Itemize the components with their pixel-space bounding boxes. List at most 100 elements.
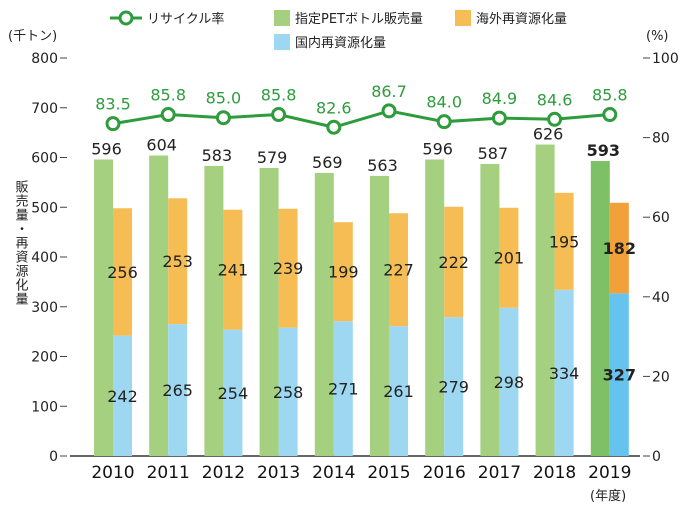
rate-label: 85.0	[206, 89, 242, 108]
rate-label: 82.6	[316, 98, 352, 117]
bar-domestic	[554, 289, 574, 456]
rate-label: 86.7	[371, 82, 407, 101]
value-label-overseas: 199	[328, 263, 359, 282]
value-label-domestic: 265	[162, 381, 193, 400]
bar-sales	[425, 159, 445, 457]
category-label: 2010	[91, 463, 134, 483]
value-label-sales: 604	[146, 136, 177, 155]
bar-overseas	[278, 208, 298, 328]
rate-point	[602, 107, 618, 123]
category-label: 2016	[423, 463, 466, 483]
value-label-domestic: 271	[328, 380, 359, 399]
legend: リサイクル率 指定PETボトル販売量 海外再資源化量 国内再資源化量	[110, 10, 567, 51]
category-label: 2012	[202, 463, 245, 483]
left-axis-unit: (千トン)	[8, 29, 57, 44]
year-unit-label: (年度)	[590, 488, 626, 504]
left-tick-label: 300	[31, 300, 58, 316]
legend-item-domestic-recycling: 国内再資源化量	[274, 34, 386, 51]
bar-overseas	[554, 192, 574, 290]
legend-label-domestic-recycling: 国内再資源化量	[295, 35, 386, 51]
bar-sales	[204, 165, 224, 456]
rate-label: 85.8	[261, 86, 297, 105]
value-label-overseas: 253	[162, 252, 193, 271]
bar-sales	[370, 175, 389, 456]
bar-domestic	[333, 321, 353, 456]
left-tick-label: 700	[31, 101, 58, 117]
right-tick-label: 60	[652, 210, 670, 226]
right-tick-label: 100	[652, 51, 679, 67]
right-axis-unit: (%)	[646, 29, 669, 44]
bar-domestic	[113, 335, 132, 456]
value-label-overseas: 201	[494, 249, 525, 268]
rate-point	[436, 114, 452, 130]
right-tick-label: 20	[652, 369, 670, 385]
rate-point	[271, 107, 287, 123]
legend-label-pet-sales: 指定PETボトル販売量	[295, 11, 423, 27]
rate-label: 84.9	[482, 89, 518, 108]
bar-overseas	[113, 208, 132, 336]
rate-point	[381, 103, 397, 119]
legend-item-overseas-recycling: 海外再資源化量	[455, 10, 567, 27]
category-label: 2014	[312, 463, 355, 483]
bar-sales	[480, 163, 500, 456]
left-tick-label: 500	[31, 200, 58, 216]
value-label-domestic: 242	[107, 387, 138, 406]
value-label-overseas: 227	[383, 261, 414, 280]
bar-domestic	[499, 307, 519, 456]
rate-label: 84.6	[537, 90, 573, 109]
left-axis-label: 販売量・再資源化量	[13, 180, 29, 306]
value-label-overseas: 256	[107, 263, 138, 282]
rate-label: 85.8	[150, 86, 186, 105]
bar-overseas	[168, 198, 188, 325]
bar-sales	[535, 144, 555, 456]
value-label-sales: 583	[202, 146, 233, 165]
bar-domestic	[389, 326, 408, 456]
category-label: 2018	[533, 463, 576, 483]
left-tick-label: 800	[31, 51, 58, 67]
value-label-sales: 569	[312, 153, 343, 172]
bars	[94, 144, 629, 457]
value-label-overseas: 195	[549, 232, 580, 251]
bar-overseas	[444, 206, 464, 318]
value-label-domestic: 258	[273, 383, 304, 402]
legend-label-recycle-rate: リサイクル率	[147, 11, 224, 27]
bar-sales	[590, 160, 610, 457]
bar-overseas	[333, 222, 353, 322]
value-label-sales: 626	[533, 125, 564, 144]
rate-point	[326, 119, 342, 135]
value-label-sales: 579	[257, 148, 288, 167]
legend-item-pet-sales: 指定PETボトル販売量	[274, 10, 423, 27]
value-label-domestic: 279	[438, 378, 469, 397]
right-tick-label: 40	[652, 290, 670, 306]
left-tick-label: 0	[49, 449, 58, 465]
value-label-sales: 587	[478, 144, 509, 163]
left-tick-label: 100	[31, 399, 58, 415]
value-label-sales: 596	[422, 139, 453, 158]
category-label: 2019	[588, 463, 631, 483]
bar-domestic	[278, 327, 298, 456]
bar-overseas	[609, 202, 629, 294]
bar-domestic	[444, 317, 464, 456]
value-label-overseas: 241	[218, 261, 249, 280]
left-tick-label: 600	[31, 151, 58, 167]
bar-domestic	[609, 293, 629, 456]
bar-domestic	[168, 324, 188, 456]
axis-ticks: 0 100 200 300 400 500 600 700 800 0 20 40 60 80 100 201…	[31, 51, 678, 483]
bar-overseas	[499, 207, 519, 308]
bar-overseas	[223, 209, 243, 330]
legend-label-overseas-recycling: 海外再資源化量	[476, 12, 567, 27]
value-label-domestic: 254	[218, 384, 249, 403]
rate-polyline	[112, 109, 610, 129]
bar-sales	[259, 167, 279, 456]
right-tick-label: 80	[652, 131, 670, 147]
right-tick-label: 0	[652, 449, 661, 465]
bar-sales	[149, 155, 169, 456]
value-label-overseas: 182	[603, 239, 636, 258]
rate-point	[215, 110, 231, 126]
category-label: 2017	[478, 463, 521, 483]
category-label: 2013	[257, 463, 300, 483]
value-label-domestic: 261	[383, 382, 414, 401]
value-label-overseas: 222	[438, 253, 469, 272]
bar-sales	[94, 159, 113, 457]
